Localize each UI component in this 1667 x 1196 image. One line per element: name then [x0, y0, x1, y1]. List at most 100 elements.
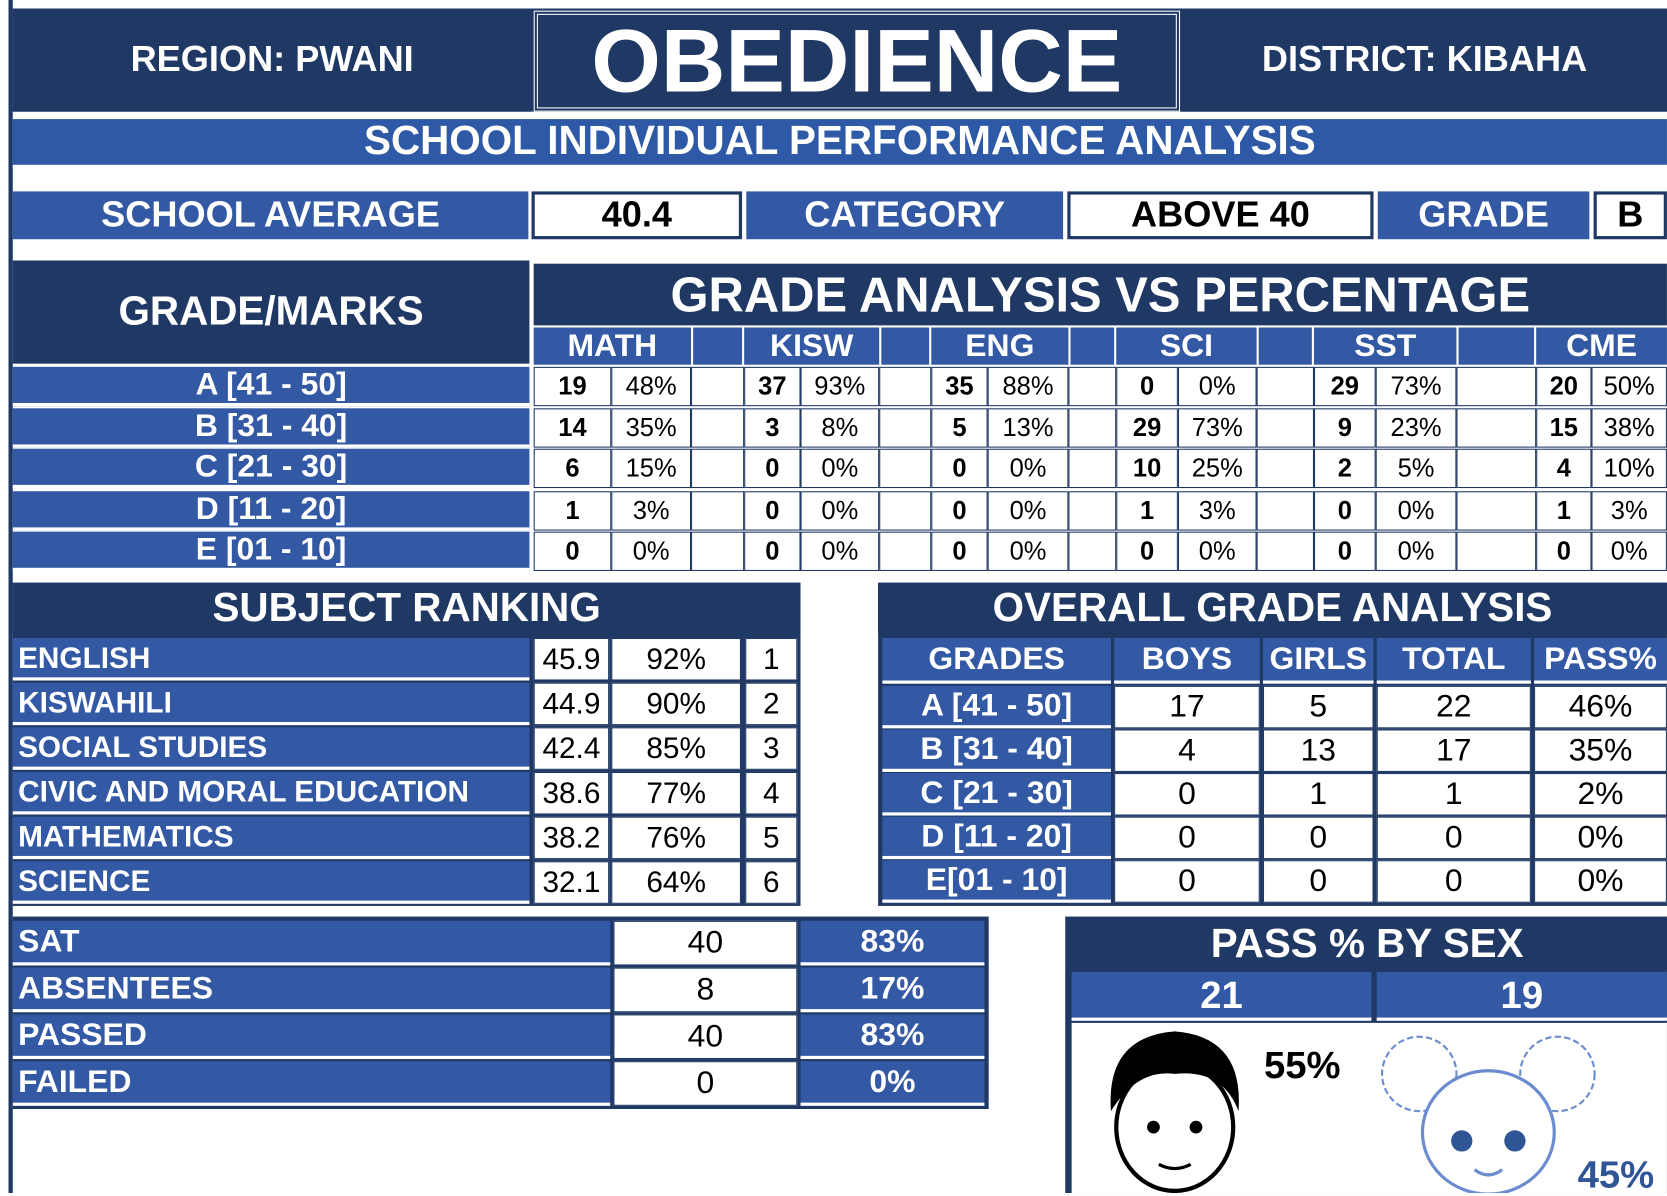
ranking-title: SUBJECT RANKING	[13, 583, 801, 634]
stat-percent: 17%	[801, 968, 985, 1013]
grade-count: 2	[1314, 449, 1376, 488]
stat-percent: 0%	[801, 1061, 985, 1106]
grade-percent: 0%	[1591, 532, 1666, 571]
grade-percent: 15%	[611, 449, 691, 488]
ranking-average: 38.6	[534, 772, 609, 815]
stat-value: 40	[613, 1014, 797, 1059]
grade-percent: 0%	[988, 449, 1069, 488]
spacer-header	[1259, 327, 1312, 364]
spacer-cell	[1456, 408, 1536, 447]
grade-percent: 73%	[1376, 367, 1457, 406]
overall-header: GRADES	[882, 638, 1111, 684]
sex-title: PASS % BY SEX	[1067, 919, 1667, 970]
ranking-average: 32.1	[534, 861, 609, 904]
spacer-header	[1459, 327, 1534, 364]
grade-count: 0	[744, 532, 800, 571]
grade-percent: 0%	[611, 532, 691, 571]
spacer-cell	[879, 532, 931, 571]
overall-value: 13	[1263, 729, 1374, 772]
overall-value: 5	[1263, 686, 1374, 729]
grade-percent: 0%	[1178, 367, 1257, 406]
subtitle: SCHOOL INDIVIDUAL PERFORMANCE ANALYSIS	[13, 119, 1667, 168]
grade-percent: 3%	[611, 491, 691, 530]
spacer-cell	[691, 532, 744, 571]
subject-header: KISW	[744, 327, 879, 364]
spacer-cell	[691, 449, 744, 488]
ranking-average: 38.2	[534, 817, 609, 860]
overall-value: 0	[1263, 817, 1374, 860]
ranking-rank: 6	[745, 861, 797, 904]
overall-value: 0	[1114, 773, 1260, 816]
grade-count: 0	[1536, 532, 1591, 571]
grade-count: 0	[1116, 367, 1178, 406]
grade-percent: 5%	[1376, 449, 1457, 488]
grade-percent: 93%	[801, 367, 880, 406]
overall-value: 0	[1377, 860, 1531, 903]
overall-value: 17	[1114, 686, 1260, 729]
region: REGION: PWANI	[13, 9, 532, 112]
district: DISTRICT: KIBAHA	[1182, 9, 1667, 112]
spacer-cell	[1456, 491, 1536, 530]
grade-percent: 88%	[988, 367, 1069, 406]
grade-count: 6	[534, 449, 612, 488]
stat-value: 8	[613, 968, 797, 1013]
stat-percent: 83%	[801, 921, 985, 966]
spacer-cell	[1068, 532, 1116, 571]
overall-header: TOTAL	[1377, 638, 1531, 684]
spacer-cell	[1456, 367, 1536, 406]
spacer-cell	[879, 408, 931, 447]
ranking-rank: 2	[745, 683, 797, 726]
grade-percent: 0%	[988, 491, 1069, 530]
boys-percent: 55%	[1254, 1042, 1350, 1089]
grade-count: 14	[534, 408, 612, 447]
grade-percent: 3%	[1178, 491, 1257, 530]
spacer-cell	[1456, 449, 1536, 488]
grade-percent: 0%	[1178, 532, 1257, 571]
overall-value: 22	[1377, 686, 1531, 729]
ranking-rank: 1	[745, 638, 797, 681]
overall-grade: A [41 - 50]	[882, 686, 1111, 729]
grade-count: 0	[931, 491, 987, 530]
subject-header: ENG	[931, 327, 1068, 364]
grade-percent: 8%	[801, 408, 880, 447]
spacer-cell	[879, 449, 931, 488]
grade-percent: 35%	[611, 408, 691, 447]
grade-percent: 23%	[1376, 408, 1457, 447]
overall-grade: E[01 - 10]	[882, 860, 1111, 903]
grade-percent: 13%	[988, 408, 1069, 447]
grade-count: 37	[744, 367, 800, 406]
grade-count: 0	[1116, 532, 1178, 571]
grade-label: E [01 - 10]	[13, 532, 530, 571]
overall-value: 0	[1263, 860, 1374, 903]
summary-grade-label: GRADE	[1378, 191, 1590, 239]
ranking-subject: KISWAHILI	[13, 683, 530, 726]
spacer-cell	[691, 408, 744, 447]
spacer-cell	[691, 367, 744, 406]
overall-value: 1	[1263, 773, 1374, 816]
grade-percent: 0%	[801, 491, 880, 530]
spacer-cell	[1257, 367, 1314, 406]
grade-count: 1	[534, 491, 612, 530]
grade-percent: 38%	[1591, 408, 1666, 447]
ranking-percent: 77%	[611, 772, 741, 815]
summary-category-label: CATEGORY	[746, 191, 1063, 239]
overall-title: OVERALL GRADE ANALYSIS	[878, 583, 1667, 634]
ranking-percent: 64%	[611, 861, 741, 904]
overall-header: PASS%	[1534, 638, 1667, 684]
grade-count: 0	[534, 532, 612, 571]
overall-value: 1	[1377, 773, 1531, 816]
ranking-average: 45.9	[534, 638, 609, 681]
girls-count: 19	[1377, 972, 1667, 1021]
grade-percent: 0%	[1376, 491, 1457, 530]
overall-value: 35%	[1534, 729, 1667, 772]
grade-percent: 48%	[611, 367, 691, 406]
stat-label: PASSED	[13, 1014, 610, 1059]
stat-label: FAILED	[13, 1061, 610, 1106]
overall-value: 46%	[1534, 686, 1667, 729]
grade-count: 0	[744, 491, 800, 530]
stat-value: 0	[613, 1061, 797, 1106]
stat-label: ABSENTEES	[13, 968, 610, 1013]
grade-label: A [41 - 50]	[13, 367, 530, 406]
overall-header: GIRLS	[1263, 638, 1374, 684]
ranking-rank: 4	[745, 772, 797, 815]
